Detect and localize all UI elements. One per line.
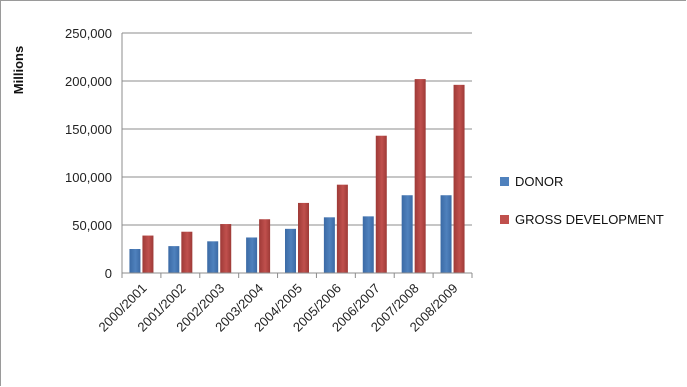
y-tick-labels: 0 50,000 100,000 150,000 200,000 250,000	[65, 26, 112, 281]
bar-gross-development	[453, 84, 465, 273]
axes	[121, 33, 473, 278]
bar-donor	[401, 195, 413, 273]
bar-donor	[285, 228, 296, 273]
legend-swatch	[500, 177, 509, 186]
y-tick-label: 0	[105, 266, 112, 281]
bar-gross-development	[220, 224, 232, 273]
y-tick-label: 50,000	[72, 218, 112, 233]
bar-donor	[207, 241, 219, 273]
legend: DONOR GROSS DEVELOPMENT	[500, 174, 664, 227]
bar-donor	[440, 195, 452, 273]
y-tick-label: 100,000	[65, 170, 112, 185]
bar-donor	[129, 249, 141, 273]
bar-gross-development	[298, 202, 309, 273]
bar-donor	[323, 217, 335, 273]
x-tick-labels: 2000/20012001/20022002/20032003/20042004…	[96, 281, 461, 335]
legend-swatch	[500, 215, 509, 224]
bar-donor	[246, 237, 258, 273]
bar-gross-development	[336, 184, 348, 273]
y-axis-label: Millions	[11, 46, 26, 94]
bar-gross-development	[181, 231, 193, 273]
gridlines	[122, 32, 472, 226]
y-tick-label: 200,000	[65, 74, 112, 89]
bar-donor	[362, 216, 374, 273]
legend-label: DONOR	[515, 174, 563, 189]
y-tick-label: 250,000	[65, 26, 112, 41]
bars	[129, 79, 465, 273]
y-tick-label: 150,000	[65, 122, 112, 137]
bar-donor	[168, 246, 180, 273]
bar-gross-development	[259, 219, 271, 273]
bar-gross-development	[142, 235, 154, 273]
bar-gross-development	[414, 79, 426, 273]
legend-label: GROSS DEVELOPMENT	[515, 212, 664, 227]
bar-gross-development	[375, 135, 387, 273]
